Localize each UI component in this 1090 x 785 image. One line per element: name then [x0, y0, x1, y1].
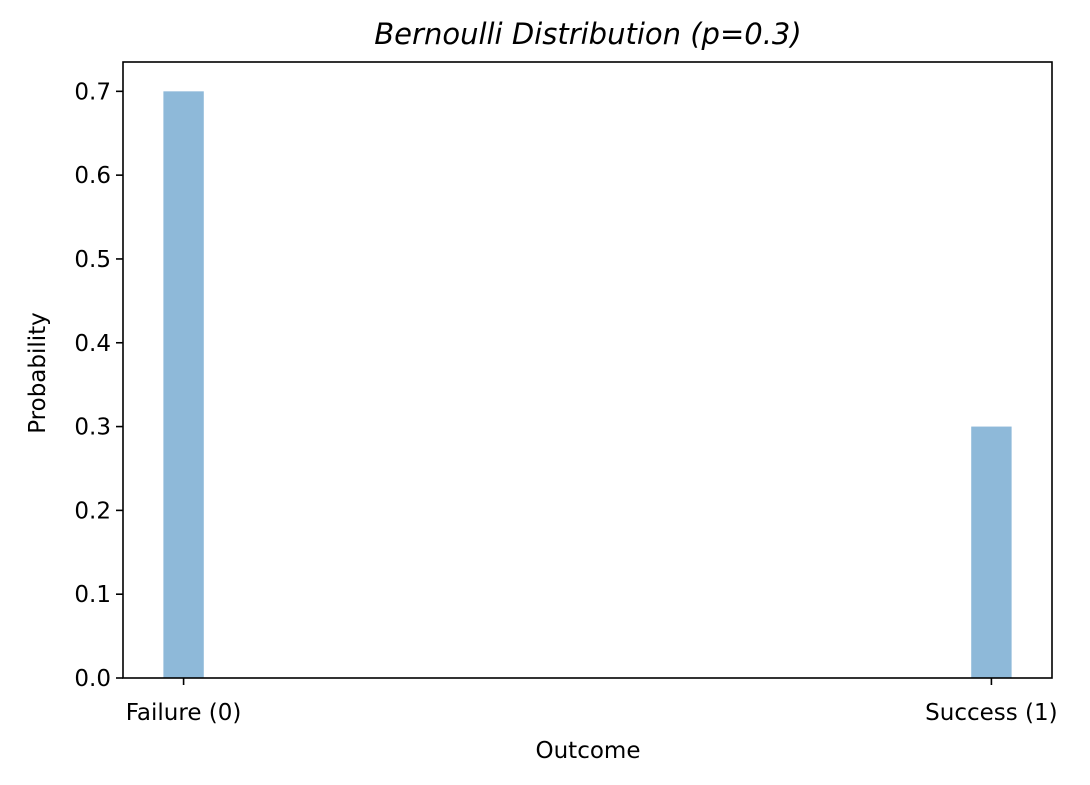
bar-0	[163, 91, 204, 679]
y-tick-label: 0.1	[74, 582, 111, 608]
y-tick-label: 0.7	[74, 79, 111, 105]
bars-layer	[163, 91, 1012, 679]
x-tick-label: Success (1)	[925, 700, 1057, 726]
x-tick-label: Failure (0)	[126, 700, 242, 726]
chart-title: Bernoulli Distribution (p=0.3)	[374, 17, 801, 51]
y-axis: 0.0 0.1 0.2 0.3 0.4 0.5 0.6 0.7	[74, 79, 123, 692]
bar-1	[971, 426, 1012, 678]
x-axis-label: Outcome	[536, 738, 641, 764]
y-tick-label: 0.5	[74, 247, 111, 273]
y-axis-label: Probability	[25, 312, 51, 434]
y-tick-label: 0.6	[74, 163, 111, 189]
y-tick-label: 0.2	[74, 498, 111, 524]
plot-frame	[122, 61, 1053, 679]
y-tick-label: 0.4	[74, 331, 111, 357]
y-tick-label: 0.0	[74, 666, 111, 692]
y-tick-label: 0.3	[74, 415, 111, 441]
x-axis: Failure (0) Success (1)	[126, 678, 1058, 726]
